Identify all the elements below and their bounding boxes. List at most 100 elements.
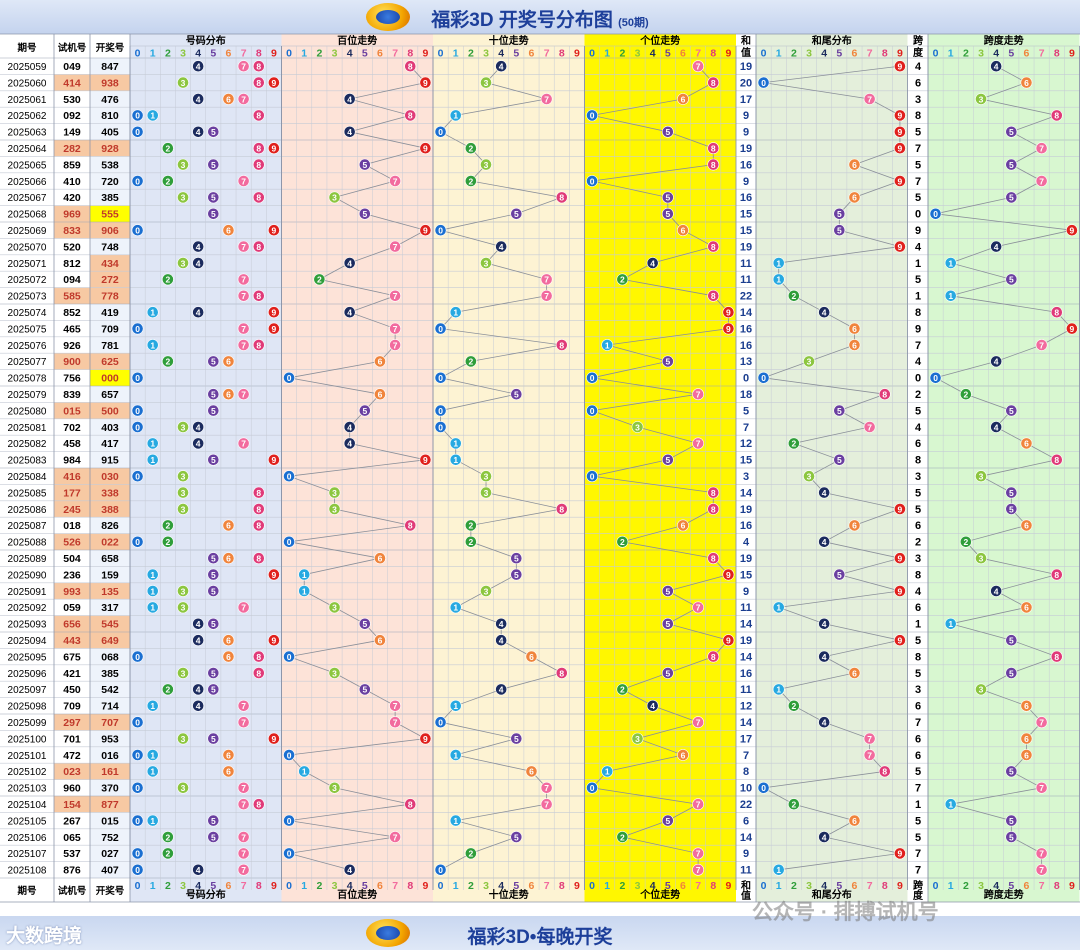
dist-ball-label: 7 [241, 291, 246, 301]
dist-ball-label: 8 [256, 111, 261, 121]
tail-ball [848, 519, 861, 532]
dist-ball [146, 437, 159, 450]
dist-ball [131, 863, 144, 876]
span-cell: 4 [915, 356, 922, 368]
draw-highlight [90, 615, 130, 632]
hundreds-ball [389, 240, 402, 253]
sum-cell: 20 [740, 77, 752, 89]
tens-ball [525, 765, 538, 778]
dist-ball [252, 60, 265, 73]
tail-ball-label: 2 [792, 701, 797, 711]
tail-ball-label: 2 [792, 291, 797, 301]
span-cell: 6 [915, 77, 921, 89]
draw-highlight [90, 271, 130, 288]
digit-footer: 4 [347, 880, 353, 892]
period-cell: 2025098 [8, 702, 47, 713]
hundreds-ball [358, 404, 371, 417]
dist-ball [222, 634, 235, 647]
units-ball-label: 0 [590, 373, 595, 383]
draw-cell: 826 [101, 520, 119, 532]
dist-ball [207, 732, 220, 745]
digit-header: 1 [604, 48, 610, 60]
tens-ball-label: 6 [529, 652, 534, 662]
span-ball-label: 0 [933, 373, 938, 383]
trial-highlight [54, 484, 90, 501]
dist-ball-label: 1 [150, 750, 155, 760]
units-ball [661, 125, 674, 138]
span-ball-label: 5 [1009, 127, 1014, 137]
hundreds-ball [419, 224, 432, 237]
digit-header: 8 [1054, 48, 1060, 60]
digit-footer: 1 [150, 880, 156, 892]
tail-ball [757, 76, 770, 89]
span-cell: 6 [915, 701, 921, 713]
tail-ball-label: 5 [837, 570, 842, 580]
tail-ball [848, 814, 861, 827]
sum-cell: 16 [740, 159, 752, 171]
dist-header: 号码分布 [186, 34, 226, 47]
period-cell: 2025103 [8, 784, 47, 795]
span-ball [929, 207, 942, 220]
period-cell: 2025077 [8, 357, 47, 368]
units-ball-label: 8 [711, 242, 716, 252]
units-ball [707, 142, 720, 155]
units-ball [722, 568, 735, 581]
dist-ball [192, 683, 205, 696]
tens-ball-label: 1 [453, 439, 458, 449]
hundreds-ball-label: 8 [408, 800, 413, 810]
period-cell: 2025089 [8, 554, 47, 565]
dist-ball [207, 355, 220, 368]
period-cell: 2025093 [8, 620, 47, 631]
dist-ball-label: 4 [196, 701, 201, 711]
period-cell: 2025088 [8, 538, 47, 549]
span-ball-label: 0 [933, 209, 938, 219]
trial-highlight [54, 763, 90, 780]
span-ball-label: 5 [1009, 832, 1014, 842]
dist-ball-label: 5 [211, 586, 216, 596]
hundreds-ball-label: 0 [287, 373, 292, 383]
draw-cell: 906 [101, 225, 119, 237]
dist-ball [177, 667, 189, 679]
watermark-left: 大数跨境 [6, 926, 83, 947]
tail-ball [772, 863, 785, 876]
digit-footer: 6 [377, 880, 383, 892]
tens-ball [540, 798, 553, 811]
tail-ball-label: 8 [882, 767, 887, 777]
span-ball [1035, 142, 1048, 155]
footer-period: 期号 [17, 885, 37, 897]
hundreds-ball [389, 339, 402, 351]
units-ball [722, 634, 735, 647]
dist-ball [177, 732, 189, 745]
digit-header: 0 [933, 48, 939, 60]
units-ball-label: 6 [681, 750, 686, 760]
dist-ball-label: 8 [256, 144, 261, 154]
dist-ball [131, 125, 144, 138]
tens-ball-label: 1 [453, 750, 458, 760]
units-ball [661, 617, 674, 630]
sum-cell: 22 [740, 799, 752, 811]
trial-highlight [54, 796, 90, 813]
dist-ball-label: 4 [196, 242, 201, 252]
digit-footer: 0 [589, 880, 595, 892]
hundreds-ball-label: 0 [287, 537, 292, 547]
digit-header: 7 [392, 48, 398, 60]
dist-ball [161, 175, 174, 187]
hundreds-ball [283, 814, 295, 827]
dist-ball [146, 453, 159, 466]
span-cell: 6 [915, 602, 921, 614]
span-ball [959, 388, 972, 401]
dist-ball [237, 339, 250, 351]
units-ball-label: 7 [696, 800, 701, 810]
span-cell: 3 [915, 553, 921, 565]
dist-ball-label: 6 [226, 554, 231, 564]
span-ball-label: 5 [1009, 275, 1014, 285]
draw-highlight [90, 287, 130, 304]
hundreds-ball-label: 5 [362, 619, 367, 629]
sum-cell: 19 [740, 61, 752, 73]
dist-ball [146, 814, 159, 827]
span-cell: 7 [915, 783, 921, 795]
span-ball-label: 1 [948, 291, 953, 301]
hundreds-ball-label: 0 [287, 472, 292, 482]
span-ball-label: 1 [948, 800, 953, 810]
dist-ball-label: 7 [241, 800, 246, 810]
